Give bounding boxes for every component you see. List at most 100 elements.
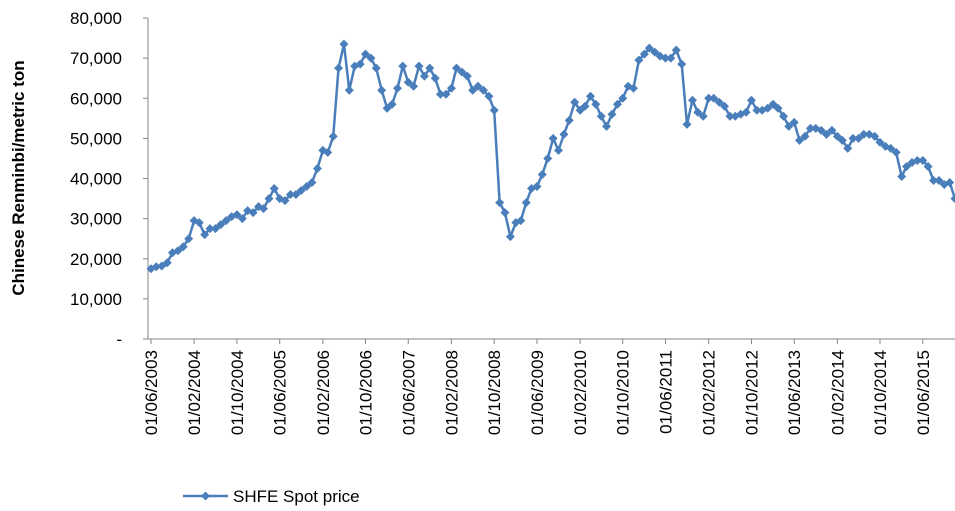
marker (495, 198, 505, 208)
marker (435, 89, 445, 99)
marker (216, 220, 226, 230)
x-tick-label: 01/02/2006 (314, 350, 333, 435)
marker (543, 153, 553, 163)
marker (570, 97, 580, 107)
marker (666, 53, 676, 63)
marker (210, 224, 220, 234)
marker (644, 43, 654, 53)
x-tick-label: 01/06/2009 (528, 350, 547, 435)
x-tick-label: 01/10/2008 (485, 350, 504, 435)
marker (746, 95, 756, 105)
marker (612, 99, 622, 109)
marker (184, 234, 194, 244)
marker (334, 63, 344, 73)
marker (339, 39, 349, 49)
marker (452, 63, 462, 73)
marker (784, 121, 794, 131)
marker (639, 49, 649, 59)
marker (366, 53, 376, 63)
marker (548, 133, 558, 143)
marker (403, 77, 413, 87)
marker (559, 129, 569, 139)
marker (687, 95, 697, 105)
marker (489, 105, 499, 115)
marker (886, 143, 896, 153)
marker (591, 99, 601, 109)
marker (709, 93, 719, 103)
marker (848, 133, 858, 143)
marker (805, 123, 815, 133)
marker (704, 93, 714, 103)
marker (360, 49, 370, 59)
marker (634, 55, 644, 65)
marker (307, 178, 317, 188)
marker (237, 214, 247, 224)
marker (248, 208, 258, 218)
marker (661, 53, 671, 63)
marker (773, 103, 783, 113)
y-tick-label: - (116, 330, 122, 349)
marker (162, 258, 172, 268)
marker (178, 242, 188, 252)
marker (173, 246, 183, 256)
y-tick-label: 40,000 (70, 170, 122, 189)
x-tick-label: 01/06/2011 (657, 350, 676, 434)
y-tick-label: 80,000 (70, 9, 122, 28)
y-axis-title: Chinese Renminbi/metric ton (9, 60, 28, 295)
marker (484, 91, 494, 101)
marker (478, 85, 488, 95)
marker (457, 67, 467, 77)
marker (280, 196, 290, 206)
marker (296, 186, 306, 196)
marker (720, 101, 730, 111)
marker (752, 105, 762, 115)
marker (827, 125, 837, 135)
marker (462, 71, 472, 81)
marker (580, 101, 590, 111)
marker (398, 61, 408, 71)
x-tick-label: 01/02/2008 (442, 350, 461, 435)
marker (843, 143, 853, 153)
marker (537, 169, 547, 179)
marker (446, 83, 456, 93)
x-tick-label: 01/02/2010 (571, 350, 590, 435)
x-tick-label: 01/06/2007 (399, 350, 418, 435)
marker (419, 71, 429, 81)
marker (441, 89, 451, 99)
x-tick-label: 01/10/2010 (614, 350, 633, 435)
y-tick-label: 30,000 (70, 210, 122, 229)
marker (837, 135, 847, 145)
marker (778, 111, 788, 121)
marker (741, 107, 751, 117)
marker (473, 81, 483, 91)
marker (387, 99, 397, 109)
x-tick-label: 01/02/2004 (185, 350, 204, 435)
x-tick-label: 01/10/2006 (356, 350, 375, 435)
marker (328, 131, 338, 141)
marker (698, 111, 708, 121)
marker (414, 61, 424, 71)
marker (725, 111, 735, 121)
marker (902, 161, 912, 171)
marker (264, 194, 274, 204)
x-tick-label: 01/06/2013 (785, 350, 804, 435)
marker (677, 59, 687, 69)
marker (682, 119, 692, 129)
marker (650, 47, 660, 57)
marker (232, 210, 242, 220)
marker (194, 218, 204, 228)
marker (221, 216, 231, 226)
marker (912, 155, 922, 165)
marker (430, 73, 440, 83)
x-tick-label: 01/02/2012 (700, 350, 719, 435)
marker (505, 232, 515, 242)
marker (553, 145, 563, 155)
marker (795, 135, 805, 145)
marker (929, 176, 939, 186)
marker (259, 204, 269, 214)
x-tick-label: 01/10/2012 (742, 350, 761, 435)
marker (285, 190, 295, 200)
marker (923, 161, 933, 171)
marker (371, 63, 381, 73)
